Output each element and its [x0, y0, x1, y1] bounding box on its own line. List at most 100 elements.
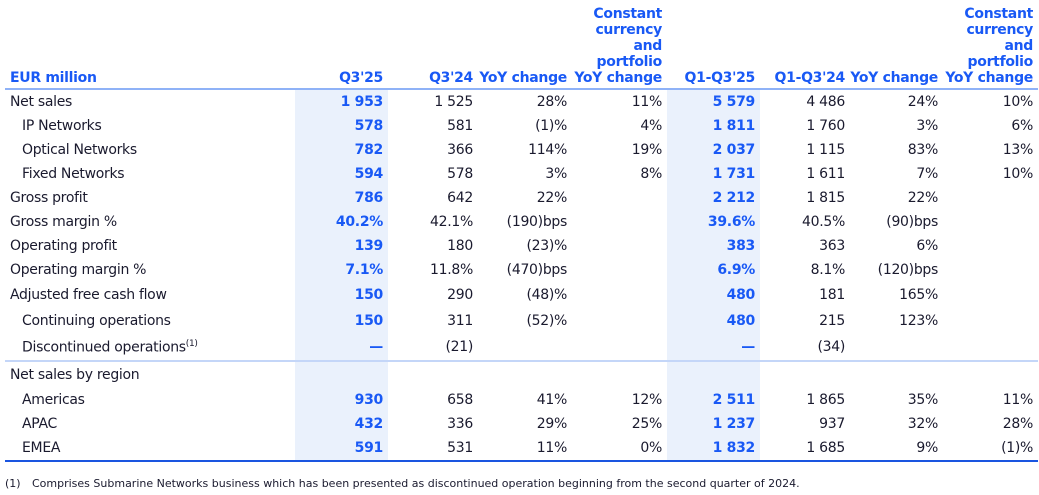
- table-cell: 581: [447, 118, 473, 134]
- table-cell: —: [295, 334, 388, 361]
- table-row: Net sales by region: [5, 361, 1038, 388]
- row-label: Adjusted free cash flow: [5, 282, 295, 308]
- table-cell: 594: [295, 162, 388, 186]
- table-cell: 35%: [907, 392, 939, 408]
- row-label-text: Americas: [22, 392, 85, 408]
- table-cell: 42.1%: [430, 214, 473, 230]
- row-label: Gross profit: [5, 186, 295, 210]
- table-cell: 39.6%: [667, 210, 760, 234]
- table-cell: 8%: [640, 166, 662, 182]
- table-cell: 9%: [916, 440, 938, 456]
- table-row: Discontinued operations(1) — (21) — (34): [5, 334, 1038, 361]
- row-label-text: Fixed Networks: [22, 166, 125, 182]
- table-cell: 1 953: [295, 89, 388, 114]
- table-cell: (48)%: [526, 287, 567, 303]
- table-cell: (34): [817, 339, 845, 355]
- row-label-text: Continuing operations: [22, 313, 171, 329]
- table-cell: [478, 361, 572, 388]
- table-cell: [572, 334, 667, 361]
- table-cell: 40.5%: [802, 214, 845, 230]
- table-cell: 215: [819, 313, 845, 329]
- table-cell: 3%: [916, 118, 938, 134]
- row-label: Americas: [5, 388, 295, 412]
- table-cell: 12%: [631, 392, 663, 408]
- table-cell: [943, 308, 1038, 334]
- table-row: EMEA 591 531 11% 0% 1 832 1 685 9% (1)%: [5, 436, 1038, 461]
- table-cell: (470)bps: [506, 262, 568, 278]
- table-cell: 11.8%: [430, 262, 473, 278]
- table-row: Continuing operations 150 311 (52)% 480 215 12…: [5, 308, 1038, 334]
- table-cell: 7%: [916, 166, 938, 182]
- table-cell: 786: [295, 186, 388, 210]
- table-cell: 10%: [1002, 94, 1034, 110]
- table-cell: [572, 361, 667, 388]
- row-label: EMEA: [5, 436, 295, 461]
- row-label-text: Gross margin %: [10, 214, 117, 230]
- row-label-text: Operating profit: [10, 238, 117, 254]
- table-row: Operating profit 139 180 (23)% 383 363 6%: [5, 234, 1038, 258]
- header-unit: EUR million: [10, 70, 97, 86]
- table-cell: 578: [295, 114, 388, 138]
- table-cell: 1 760: [806, 118, 845, 134]
- table-cell: 366: [447, 142, 473, 158]
- financial-summary-table: EUR million Q3'25 Q3'24 YoY change Constant …: [5, 0, 1038, 462]
- table-cell: 150: [295, 282, 388, 308]
- table-cell: 2 037: [667, 138, 760, 162]
- table-cell: [572, 308, 667, 334]
- footnote: (1) Comprises Submarine Networks business…: [5, 477, 800, 490]
- table-cell: [943, 361, 1038, 388]
- row-label: IP Networks: [5, 114, 295, 138]
- table-cell: 1 237: [667, 412, 760, 436]
- table-cell: 25%: [631, 416, 663, 432]
- row-label: Gross margin %: [5, 210, 295, 234]
- row-label: Operating margin %: [5, 258, 295, 282]
- table-cell: 19%: [631, 142, 663, 158]
- table-cell: [478, 334, 572, 361]
- table-row: Americas 930 658 41% 12% 2 511 1 865 35% 11%: [5, 388, 1038, 412]
- row-label-text: Net sales: [10, 94, 72, 110]
- table-cell: (23)%: [526, 238, 567, 254]
- row-label: APAC: [5, 412, 295, 436]
- table-cell: 8.1%: [810, 262, 846, 278]
- table-cell: [760, 361, 850, 388]
- column-header: YoY change: [479, 70, 567, 86]
- table-cell: 0%: [640, 440, 662, 456]
- table-cell: 41%: [536, 392, 568, 408]
- column-header: Constant currency and portfolio YoY chan…: [945, 6, 1033, 86]
- row-label-text: IP Networks: [22, 118, 102, 134]
- table-cell: 6.9%: [667, 258, 760, 282]
- table-cell: 6%: [916, 238, 938, 254]
- table-cell: 531: [447, 440, 473, 456]
- table-cell: 1 815: [806, 190, 845, 206]
- table-cell: 165%: [899, 287, 938, 303]
- header-row: EUR million Q3'25 Q3'24 YoY change Constant …: [5, 0, 1038, 89]
- table-cell: 937: [819, 416, 845, 432]
- table-cell: 22%: [907, 190, 939, 206]
- table-cell: 4%: [640, 118, 662, 134]
- table-cell: 5 579: [667, 89, 760, 114]
- table-cell: (190)bps: [506, 214, 568, 230]
- table-row: Fixed Networks 594 578 3% 8% 1 731 1 611 7% 10%: [5, 162, 1038, 186]
- table-cell: [850, 334, 943, 361]
- column-header: Q1-Q3'25: [684, 70, 756, 86]
- table-cell: [388, 361, 478, 388]
- row-label-text: APAC: [22, 416, 58, 432]
- table-row: APAC 432 336 29% 25% 1 237 937 32% 28%: [5, 412, 1038, 436]
- table-cell: 40.2%: [295, 210, 388, 234]
- footnote-marker: (1): [5, 477, 21, 490]
- table-cell: 1 832: [667, 436, 760, 461]
- row-label-text: Adjusted free cash flow: [10, 287, 167, 303]
- table-cell: (120)bps: [877, 262, 939, 278]
- table-cell: [943, 282, 1038, 308]
- row-label-text: EMEA: [22, 440, 61, 456]
- table-cell: 181: [819, 287, 845, 303]
- column-header: Constant currency and portfolio YoY chan…: [574, 6, 662, 86]
- table-cell: 1 611: [806, 166, 845, 182]
- table-cell: 6%: [1011, 118, 1033, 134]
- row-label: Optical Networks: [5, 138, 295, 162]
- row-label: Operating profit: [5, 234, 295, 258]
- table-cell: 290: [447, 287, 473, 303]
- table-cell: 22%: [536, 190, 568, 206]
- table-cell: [943, 210, 1038, 234]
- table-cell: 28%: [536, 94, 568, 110]
